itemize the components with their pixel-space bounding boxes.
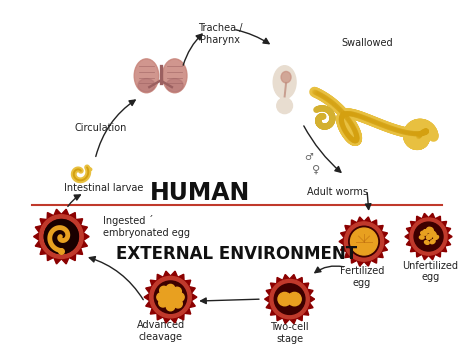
Circle shape: [349, 226, 379, 257]
Circle shape: [274, 284, 305, 314]
Circle shape: [166, 302, 175, 311]
Text: EXTERNAL ENVIRONMENT: EXTERNAL ENVIRONMENT: [117, 245, 357, 264]
Text: Swallowed: Swallowed: [341, 38, 393, 48]
Polygon shape: [144, 271, 197, 323]
FancyBboxPatch shape: [281, 95, 289, 102]
Circle shape: [39, 215, 83, 258]
Ellipse shape: [426, 227, 431, 233]
Text: HUMAN: HUMAN: [150, 181, 250, 205]
Ellipse shape: [419, 236, 424, 239]
Circle shape: [278, 292, 292, 306]
Circle shape: [150, 276, 191, 318]
Text: Intestinal larvae: Intestinal larvae: [64, 183, 144, 193]
Text: ♂: ♂: [304, 152, 313, 162]
Circle shape: [155, 281, 187, 313]
Ellipse shape: [431, 231, 436, 237]
Circle shape: [288, 292, 301, 306]
Circle shape: [166, 284, 175, 293]
Text: Fertilized
egg: Fertilized egg: [340, 266, 384, 288]
Polygon shape: [34, 209, 89, 264]
Ellipse shape: [281, 71, 291, 83]
Ellipse shape: [425, 241, 429, 244]
Ellipse shape: [426, 234, 432, 240]
Polygon shape: [405, 213, 452, 260]
Ellipse shape: [273, 66, 296, 99]
Ellipse shape: [423, 230, 427, 235]
Circle shape: [163, 296, 171, 304]
Text: Unfertilized
egg: Unfertilized egg: [402, 261, 458, 282]
Circle shape: [351, 228, 377, 255]
Ellipse shape: [163, 59, 187, 93]
Ellipse shape: [421, 231, 426, 235]
Circle shape: [173, 287, 182, 296]
Ellipse shape: [428, 228, 433, 234]
Ellipse shape: [434, 236, 438, 240]
Circle shape: [160, 286, 168, 295]
Circle shape: [170, 290, 179, 298]
Circle shape: [170, 296, 179, 304]
Text: Adult worms: Adult worms: [307, 187, 368, 197]
Polygon shape: [339, 217, 389, 266]
Text: Two-cell
stage: Two-cell stage: [270, 322, 309, 344]
Circle shape: [414, 222, 443, 251]
Circle shape: [277, 98, 292, 114]
Text: Trachea /
Pharynx: Trachea / Pharynx: [198, 23, 242, 45]
Circle shape: [45, 219, 78, 254]
Text: Ingested ´
embryonated egg: Ingested ´ embryonated egg: [103, 215, 190, 238]
Text: ♀: ♀: [312, 165, 320, 175]
Circle shape: [345, 222, 383, 261]
Polygon shape: [264, 274, 315, 324]
Circle shape: [410, 218, 447, 255]
Circle shape: [157, 293, 165, 301]
Text: Circulation: Circulation: [75, 123, 127, 134]
Circle shape: [174, 300, 182, 308]
Circle shape: [270, 280, 309, 319]
Circle shape: [166, 297, 175, 305]
Circle shape: [45, 219, 78, 254]
Circle shape: [176, 293, 184, 301]
Ellipse shape: [134, 59, 159, 93]
Circle shape: [159, 298, 167, 307]
Ellipse shape: [138, 79, 155, 92]
Ellipse shape: [166, 79, 183, 92]
Circle shape: [166, 293, 175, 301]
Text: Advanced
cleavage: Advanced cleavage: [137, 320, 185, 342]
Circle shape: [163, 290, 171, 298]
Ellipse shape: [430, 240, 435, 244]
